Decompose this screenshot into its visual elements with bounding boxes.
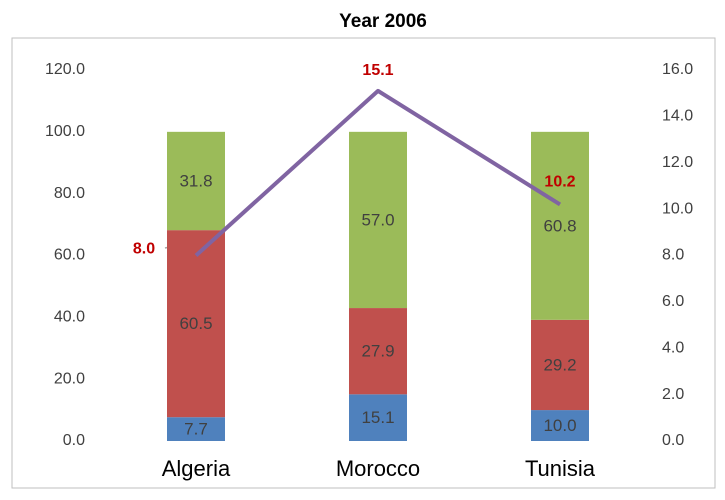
bar-value-label: 31.8 xyxy=(179,171,212,190)
y-tick-label: 0.0 xyxy=(63,432,85,449)
bar-value-label: 7.7 xyxy=(184,420,208,439)
x-tick-label: Tunisia xyxy=(525,456,596,481)
y2-tick-label: 12.0 xyxy=(662,154,693,171)
bar-value-label: 15.1 xyxy=(361,408,394,427)
bar-segment xyxy=(349,394,407,441)
bar-segment xyxy=(167,131,225,231)
bar-segment xyxy=(349,308,407,395)
y2-tick-label: 4.0 xyxy=(662,339,684,356)
y2-tick-label: 6.0 xyxy=(662,293,684,310)
bar-value-label: 60.8 xyxy=(543,216,576,235)
bar-segment xyxy=(531,131,589,320)
bar-value-label: 10.0 xyxy=(543,416,576,435)
bar-value-label: 57.0 xyxy=(361,210,394,229)
y2-tick-label: 10.0 xyxy=(662,200,693,217)
y-tick-label: 80.0 xyxy=(54,185,85,202)
x-tick-label: Morocco xyxy=(336,456,420,481)
line-series xyxy=(194,88,562,257)
y2-tick-label: 8.0 xyxy=(662,247,684,264)
x-tick-label: Algeria xyxy=(162,456,231,481)
line-value-label: 15.1 xyxy=(362,62,393,79)
y-tick-label: 100.0 xyxy=(45,123,85,140)
bar-segment xyxy=(349,131,407,309)
y2-tick-label: 0.0 xyxy=(662,432,684,449)
line-value-label: 10.2 xyxy=(544,174,575,191)
bar-segment xyxy=(167,230,225,418)
bar-segment xyxy=(167,417,225,441)
bar-value-label: 29.2 xyxy=(543,355,576,374)
y-tick-label: 40.0 xyxy=(54,309,85,326)
bar-segment xyxy=(531,319,589,411)
y2-tick-label: 2.0 xyxy=(662,386,684,403)
y-tick-label: 60.0 xyxy=(54,247,85,264)
y-tick-label: 120.0 xyxy=(45,61,85,78)
bar-segment xyxy=(531,410,589,441)
y2-tick-label: 16.0 xyxy=(662,61,693,78)
y2-tick-label: 14.0 xyxy=(662,108,693,125)
y-tick-label: 20.0 xyxy=(54,370,85,387)
bar-value-label: 60.5 xyxy=(179,314,212,333)
line-value-label: 8.0 xyxy=(133,241,155,258)
bar-value-label: 27.9 xyxy=(361,342,394,361)
chart-title: Year 2006 xyxy=(339,11,427,32)
